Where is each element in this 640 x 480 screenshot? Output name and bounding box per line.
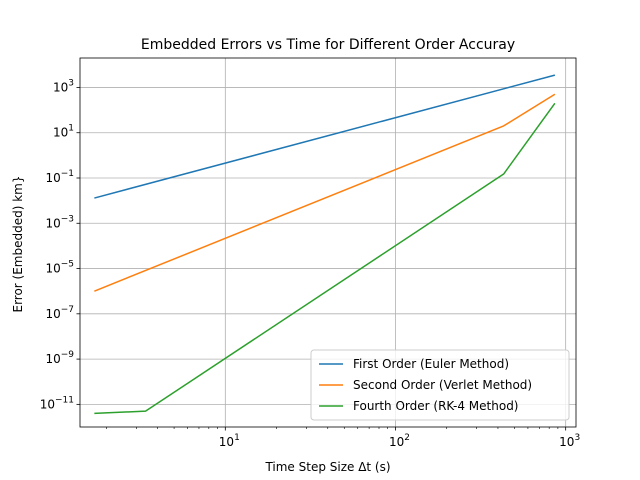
x-tick-label: 103 — [559, 433, 580, 449]
y-tick-label: 10−5 — [45, 260, 74, 276]
y-axis-label: Error (Embedded) km} — [11, 175, 25, 312]
legend-box — [310, 349, 570, 421]
plot-area: 101 102 103 103 101 10−1 10−3 10−5 10−7 10−9 10−11… — [40, 57, 580, 449]
y-tick-label: 10−11 — [40, 395, 74, 411]
legend-label-3: Fourth Order (RK-4 Method) — [353, 399, 519, 413]
x-axis-label: Time Step Size Δt (s) — [264, 460, 390, 474]
legend-label-2: Second Order (Verlet Method) — [353, 378, 532, 392]
legend-label-1: First Order (Euler Method) — [353, 357, 509, 371]
series-line-3 — [94, 102, 556, 415]
chart-title: Embedded Errors vs Time for Different Or… — [141, 37, 515, 53]
y-tick-label: 10−3 — [45, 214, 74, 230]
y-tick-label: 10−7 — [45, 305, 74, 321]
series-line-1 — [94, 74, 556, 199]
x-tick-label: 101 — [219, 433, 240, 449]
axes-frame — [79, 57, 577, 428]
y-tick-label: 101 — [53, 124, 74, 140]
series-line-2 — [94, 93, 556, 292]
y-tick-label: 10−1 — [45, 169, 74, 185]
y-tick-label: 103 — [53, 78, 74, 94]
x-tick-label: 102 — [389, 433, 410, 449]
y-tick-label: 10−9 — [45, 350, 74, 366]
